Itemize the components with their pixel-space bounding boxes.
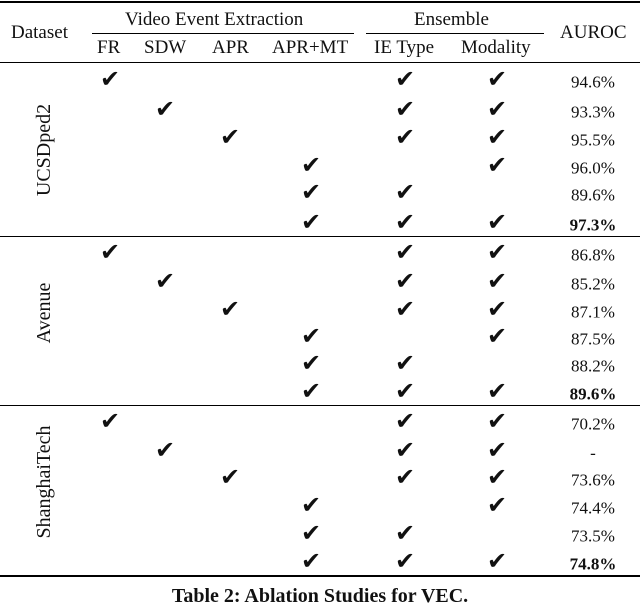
auroc-value: 74.8% <box>569 554 617 574</box>
auroc-value: 93.3% <box>571 102 615 122</box>
column-header-sdw: SDW <box>144 37 187 58</box>
checkmark-icon: ✔ <box>394 407 416 435</box>
group-separator-rule <box>0 236 640 237</box>
auroc-value: 85.2% <box>571 274 615 294</box>
checkmark-icon: ✔ <box>394 547 416 575</box>
checkmark-icon: ✔ <box>486 95 508 123</box>
checkmark-icon: ✔ <box>394 123 416 151</box>
auroc-value: 87.5% <box>571 329 615 349</box>
column-header-fr: FR <box>97 37 121 58</box>
checkmark-icon: ✔ <box>486 377 508 405</box>
table-top-rule <box>0 1 640 3</box>
checkmark-icon: ✔ <box>300 491 322 519</box>
video-group-underline <box>92 33 354 34</box>
auroc-value: 73.5% <box>571 526 615 546</box>
auroc-value: 95.5% <box>571 130 615 150</box>
auroc-value: 87.1% <box>571 302 615 322</box>
auroc-value: 97.3% <box>569 215 617 235</box>
checkmark-icon: ✔ <box>486 547 508 575</box>
checkmark-icon: ✔ <box>394 295 416 323</box>
auroc-value: 88.2% <box>571 356 615 376</box>
group-label-ucsdped2: UCSDped2 <box>33 103 55 197</box>
checkmark-icon: ✔ <box>486 491 508 519</box>
checkmark-icon: ✔ <box>486 151 508 179</box>
checkmark-icon: ✔ <box>486 123 508 151</box>
checkmark-icon: ✔ <box>154 436 176 464</box>
checkmark-icon: ✔ <box>219 123 241 151</box>
ensemble-group-underline <box>366 33 544 34</box>
checkmark-icon: ✔ <box>219 463 241 491</box>
checkmark-icon: ✔ <box>394 519 416 547</box>
checkmark-icon: ✔ <box>394 95 416 123</box>
header-bottom-rule <box>0 62 640 63</box>
table-bottom-rule <box>0 575 640 577</box>
group-label-avenue: Avenue <box>33 282 55 344</box>
auroc-value: 89.6% <box>571 185 615 205</box>
auroc-value: 96.0% <box>571 158 615 178</box>
checkmark-icon: ✔ <box>394 267 416 295</box>
auroc-value: 94.6% <box>571 72 615 92</box>
header-group-ensemble: Ensemble <box>414 9 489 30</box>
checkmark-icon: ✔ <box>394 349 416 377</box>
checkmark-icon: ✔ <box>394 436 416 464</box>
checkmark-icon: ✔ <box>486 322 508 350</box>
checkmark-icon: ✔ <box>394 208 416 236</box>
column-header-apr-mt: APR+MT <box>272 37 349 58</box>
auroc-value: - <box>590 443 596 463</box>
checkmark-icon: ✔ <box>154 95 176 123</box>
checkmark-icon: ✔ <box>154 267 176 295</box>
checkmark-icon: ✔ <box>300 547 322 575</box>
group-separator-rule <box>0 405 640 406</box>
checkmark-icon: ✔ <box>394 463 416 491</box>
header-group-video: Video Event Extraction <box>125 9 304 30</box>
checkmark-icon: ✔ <box>99 65 121 93</box>
checkmark-icon: ✔ <box>99 238 121 266</box>
column-header-modality: Modality <box>461 37 531 58</box>
auroc-value: 74.4% <box>571 498 615 518</box>
column-header-ie-type: IE Type <box>374 37 435 58</box>
checkmark-icon: ✔ <box>300 178 322 206</box>
checkmark-icon: ✔ <box>486 407 508 435</box>
checkmark-icon: ✔ <box>300 151 322 179</box>
auroc-value: 73.6% <box>571 470 615 490</box>
header-dataset: Dataset <box>11 22 68 43</box>
checkmark-icon: ✔ <box>486 238 508 266</box>
checkmark-icon: ✔ <box>300 349 322 377</box>
checkmark-icon: ✔ <box>300 377 322 405</box>
checkmark-icon: ✔ <box>300 322 322 350</box>
table-caption: Table 2: Ablation Studies for VEC. <box>171 585 469 607</box>
checkmark-icon: ✔ <box>486 267 508 295</box>
checkmark-icon: ✔ <box>300 208 322 236</box>
group-label-shanghaitech: ShanghaiTech <box>33 425 55 539</box>
checkmark-icon: ✔ <box>394 238 416 266</box>
checkmark-icon: ✔ <box>99 407 121 435</box>
column-header-apr: APR <box>212 37 249 58</box>
checkmark-icon: ✔ <box>394 377 416 405</box>
checkmark-icon: ✔ <box>486 295 508 323</box>
checkmark-icon: ✔ <box>486 463 508 491</box>
auroc-value: 86.8% <box>571 245 615 265</box>
checkmark-icon: ✔ <box>219 295 241 323</box>
checkmark-icon: ✔ <box>486 436 508 464</box>
checkmark-icon: ✔ <box>300 519 322 547</box>
auroc-value: 89.6% <box>569 384 617 404</box>
checkmark-icon: ✔ <box>486 208 508 236</box>
checkmark-icon: ✔ <box>394 65 416 93</box>
checkmark-icon: ✔ <box>486 65 508 93</box>
checkmark-icon: ✔ <box>394 178 416 206</box>
header-auroc: AUROC <box>560 22 627 43</box>
auroc-value: 70.2% <box>571 414 615 434</box>
